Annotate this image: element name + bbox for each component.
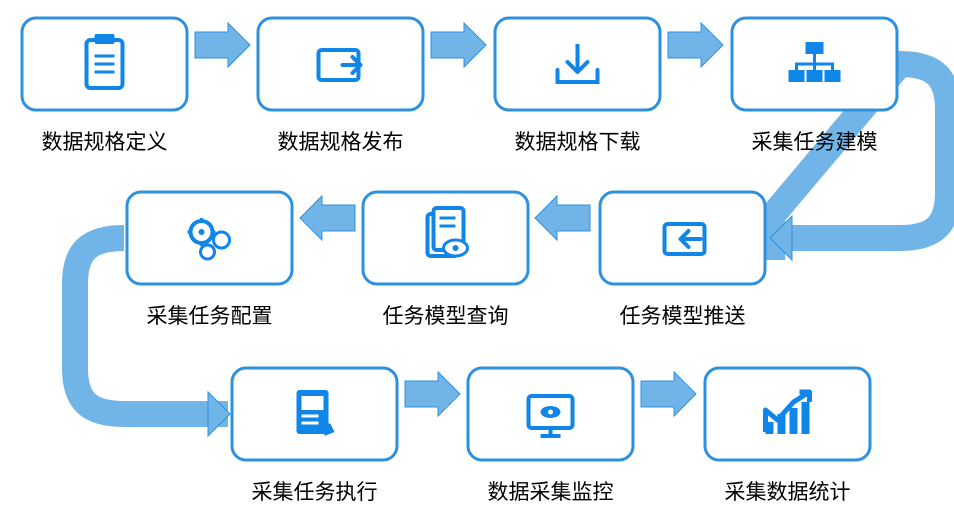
flow-arrow [535, 196, 590, 240]
flow-node-label: 采集任务配置 [127, 300, 292, 330]
flow-node-n7 [600, 192, 765, 284]
flow-arrow [641, 372, 696, 416]
flow-node-n5 [127, 192, 292, 284]
flow-arrow [195, 23, 250, 67]
flow-node-label: 采集数据统计 [705, 476, 870, 506]
flow-node-n8 [232, 368, 397, 460]
flow-node-n1 [22, 18, 187, 110]
flow-node-label: 采集任务建模 [732, 126, 897, 156]
flow-node-n2 [258, 18, 423, 110]
flow-node-label: 数据采集监控 [468, 476, 633, 506]
flow-arrow [431, 23, 486, 67]
flow-node-n10 [705, 368, 870, 460]
flow-node-label: 采集任务执行 [232, 476, 397, 506]
flow-arrow [300, 196, 355, 240]
flow-node-label: 数据规格定义 [22, 126, 187, 156]
flow-node-n4 [732, 18, 897, 110]
flow-node-label: 任务模型推送 [600, 300, 765, 330]
flow-node-label: 数据规格下载 [495, 126, 660, 156]
flow-node-n9 [468, 368, 633, 460]
flow-node-label: 任务模型查询 [363, 300, 528, 330]
doc-view-icon [428, 208, 468, 256]
flowchart-canvas [0, 0, 954, 529]
flow-node-n3 [495, 18, 660, 110]
flow-arrow [668, 23, 723, 67]
flow-arrow [405, 372, 460, 416]
flow-node-label: 数据规格发布 [258, 126, 423, 156]
flow-node-n6 [363, 192, 528, 284]
